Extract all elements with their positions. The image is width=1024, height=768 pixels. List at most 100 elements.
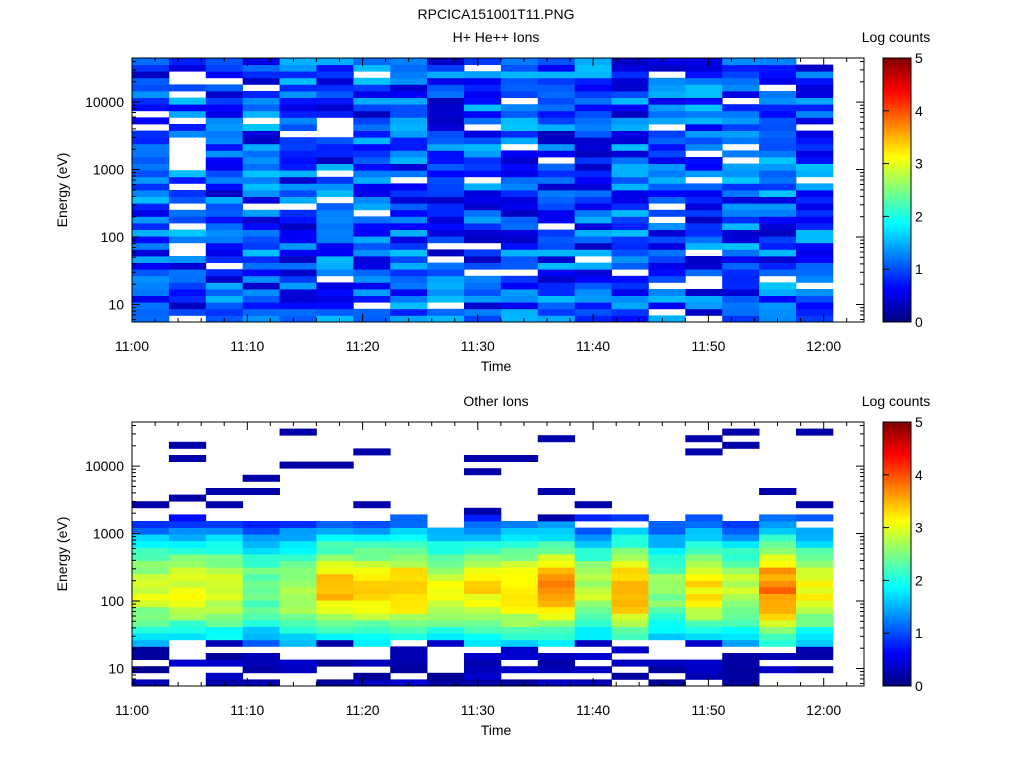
- heatmap-cell: [132, 216, 170, 224]
- heatmap-cell: [537, 163, 576, 171]
- heatmap-cell: [722, 527, 760, 535]
- heatmap-cell: [205, 124, 244, 131]
- heatmap-cell: [795, 315, 834, 323]
- heatmap-cell: [611, 236, 649, 244]
- heatmap-cell: [242, 308, 280, 316]
- heatmap-cell: [242, 554, 280, 561]
- heatmap-cell: [500, 540, 539, 548]
- heatmap-cell: [132, 633, 170, 641]
- heatmap-cell: [611, 137, 649, 145]
- heatmap-cell: [463, 672, 502, 680]
- heatmap-cell: [132, 666, 170, 674]
- heatmap-cell: [611, 249, 649, 257]
- heatmap-cell: [537, 77, 576, 85]
- heatmap-cell: [685, 143, 723, 151]
- heatmap-cell: [242, 110, 280, 118]
- heatmap-cell: [611, 308, 649, 316]
- heatmap-cell: [759, 117, 797, 125]
- heatmap-cell: [463, 84, 502, 92]
- heatmap-cell: [574, 77, 612, 85]
- heatmap-cell: [132, 91, 170, 98]
- heatmap-cell: [574, 626, 612, 634]
- heatmap-cell: [759, 593, 797, 601]
- heatmap-cell: [795, 117, 834, 125]
- heatmap-cell: [427, 679, 465, 687]
- heatmap-cell: [574, 110, 612, 118]
- heatmap-cell: [759, 183, 797, 191]
- panel-title: H+ He++ Ions: [453, 29, 540, 45]
- heatmap-cell: [574, 587, 612, 594]
- heatmap-cell: [463, 71, 502, 79]
- heatmap-cell: [427, 249, 465, 257]
- heatmap-cell: [795, 242, 834, 250]
- y-tick-label: 10: [108, 297, 124, 313]
- heatmap-cell: [390, 567, 428, 575]
- heatmap-cell: [685, 157, 723, 164]
- heatmap-cell: [353, 229, 391, 237]
- heatmap-cell: [463, 540, 502, 548]
- heatmap-cell: [463, 613, 502, 621]
- heatmap-cell: [242, 104, 280, 112]
- heatmap-cell: [795, 514, 834, 522]
- heatmap-cell: [390, 302, 428, 310]
- heatmap-cell: [463, 633, 502, 641]
- heatmap-cell: [132, 58, 170, 65]
- heatmap-cell: [316, 163, 354, 171]
- heatmap-cell: [759, 223, 797, 230]
- heatmap-cell: [685, 190, 723, 197]
- heatmap-cell: [574, 84, 612, 92]
- heatmap-cell: [316, 606, 354, 614]
- heatmap-cell: [537, 488, 576, 495]
- heatmap-cell: [168, 176, 207, 184]
- heatmap-cell: [205, 236, 244, 244]
- heatmap-cell: [463, 639, 502, 647]
- heatmap-cell: [500, 600, 539, 608]
- heatmap-cell: [205, 587, 244, 594]
- heatmap-cell: [132, 163, 170, 171]
- heatmap-cell: [537, 560, 576, 568]
- heatmap-cell: [242, 249, 280, 257]
- heatmap-cell: [168, 58, 207, 65]
- heatmap-cell: [685, 639, 723, 647]
- heatmap-cell: [611, 514, 649, 522]
- heatmap-cell: [132, 593, 170, 601]
- heatmap-cell: [353, 606, 391, 614]
- heatmap-cell: [390, 613, 428, 621]
- heatmap-cell: [205, 242, 244, 250]
- heatmap-cell: [168, 289, 207, 296]
- heatmap-cell: [759, 249, 797, 257]
- heatmap-cell: [500, 71, 539, 79]
- heatmap-cell: [537, 71, 576, 79]
- heatmap-cell: [574, 527, 612, 535]
- heatmap-cell: [316, 176, 354, 184]
- heatmap-cell: [537, 573, 576, 581]
- heatmap-cell: [685, 170, 723, 178]
- heatmap-cell: [795, 183, 834, 191]
- colorbar-tick-label: 2: [915, 572, 923, 588]
- heatmap-cell: [353, 593, 391, 601]
- heatmap-cell: [427, 196, 465, 204]
- heatmap-cell: [353, 521, 391, 528]
- heatmap-cell: [500, 77, 539, 85]
- heatmap-cell: [611, 203, 649, 211]
- heatmap-cell: [500, 289, 539, 296]
- heatmap-cell: [463, 534, 502, 542]
- heatmap-cell: [722, 567, 760, 575]
- heatmap-cell: [353, 308, 391, 316]
- heatmap-cell: [574, 580, 612, 588]
- heatmap-cell: [500, 527, 539, 535]
- heatmap-cell: [537, 620, 576, 627]
- heatmap-cell: [168, 441, 207, 449]
- heatmap-cell: [795, 554, 834, 561]
- y-axis: 10 100 1000 10000: [85, 61, 864, 320]
- heatmap-cell: [279, 77, 317, 85]
- heatmap-cell: [316, 600, 354, 608]
- x-tick-label: 11:50: [691, 338, 725, 354]
- heatmap-cell: [537, 606, 576, 614]
- heatmap-cell: [759, 547, 797, 555]
- heatmap-cell: [168, 606, 207, 614]
- heatmap-cell: [500, 104, 539, 112]
- heatmap-cell: [537, 124, 576, 131]
- heatmap-cell: [316, 315, 354, 323]
- heatmap-cell: [685, 64, 723, 72]
